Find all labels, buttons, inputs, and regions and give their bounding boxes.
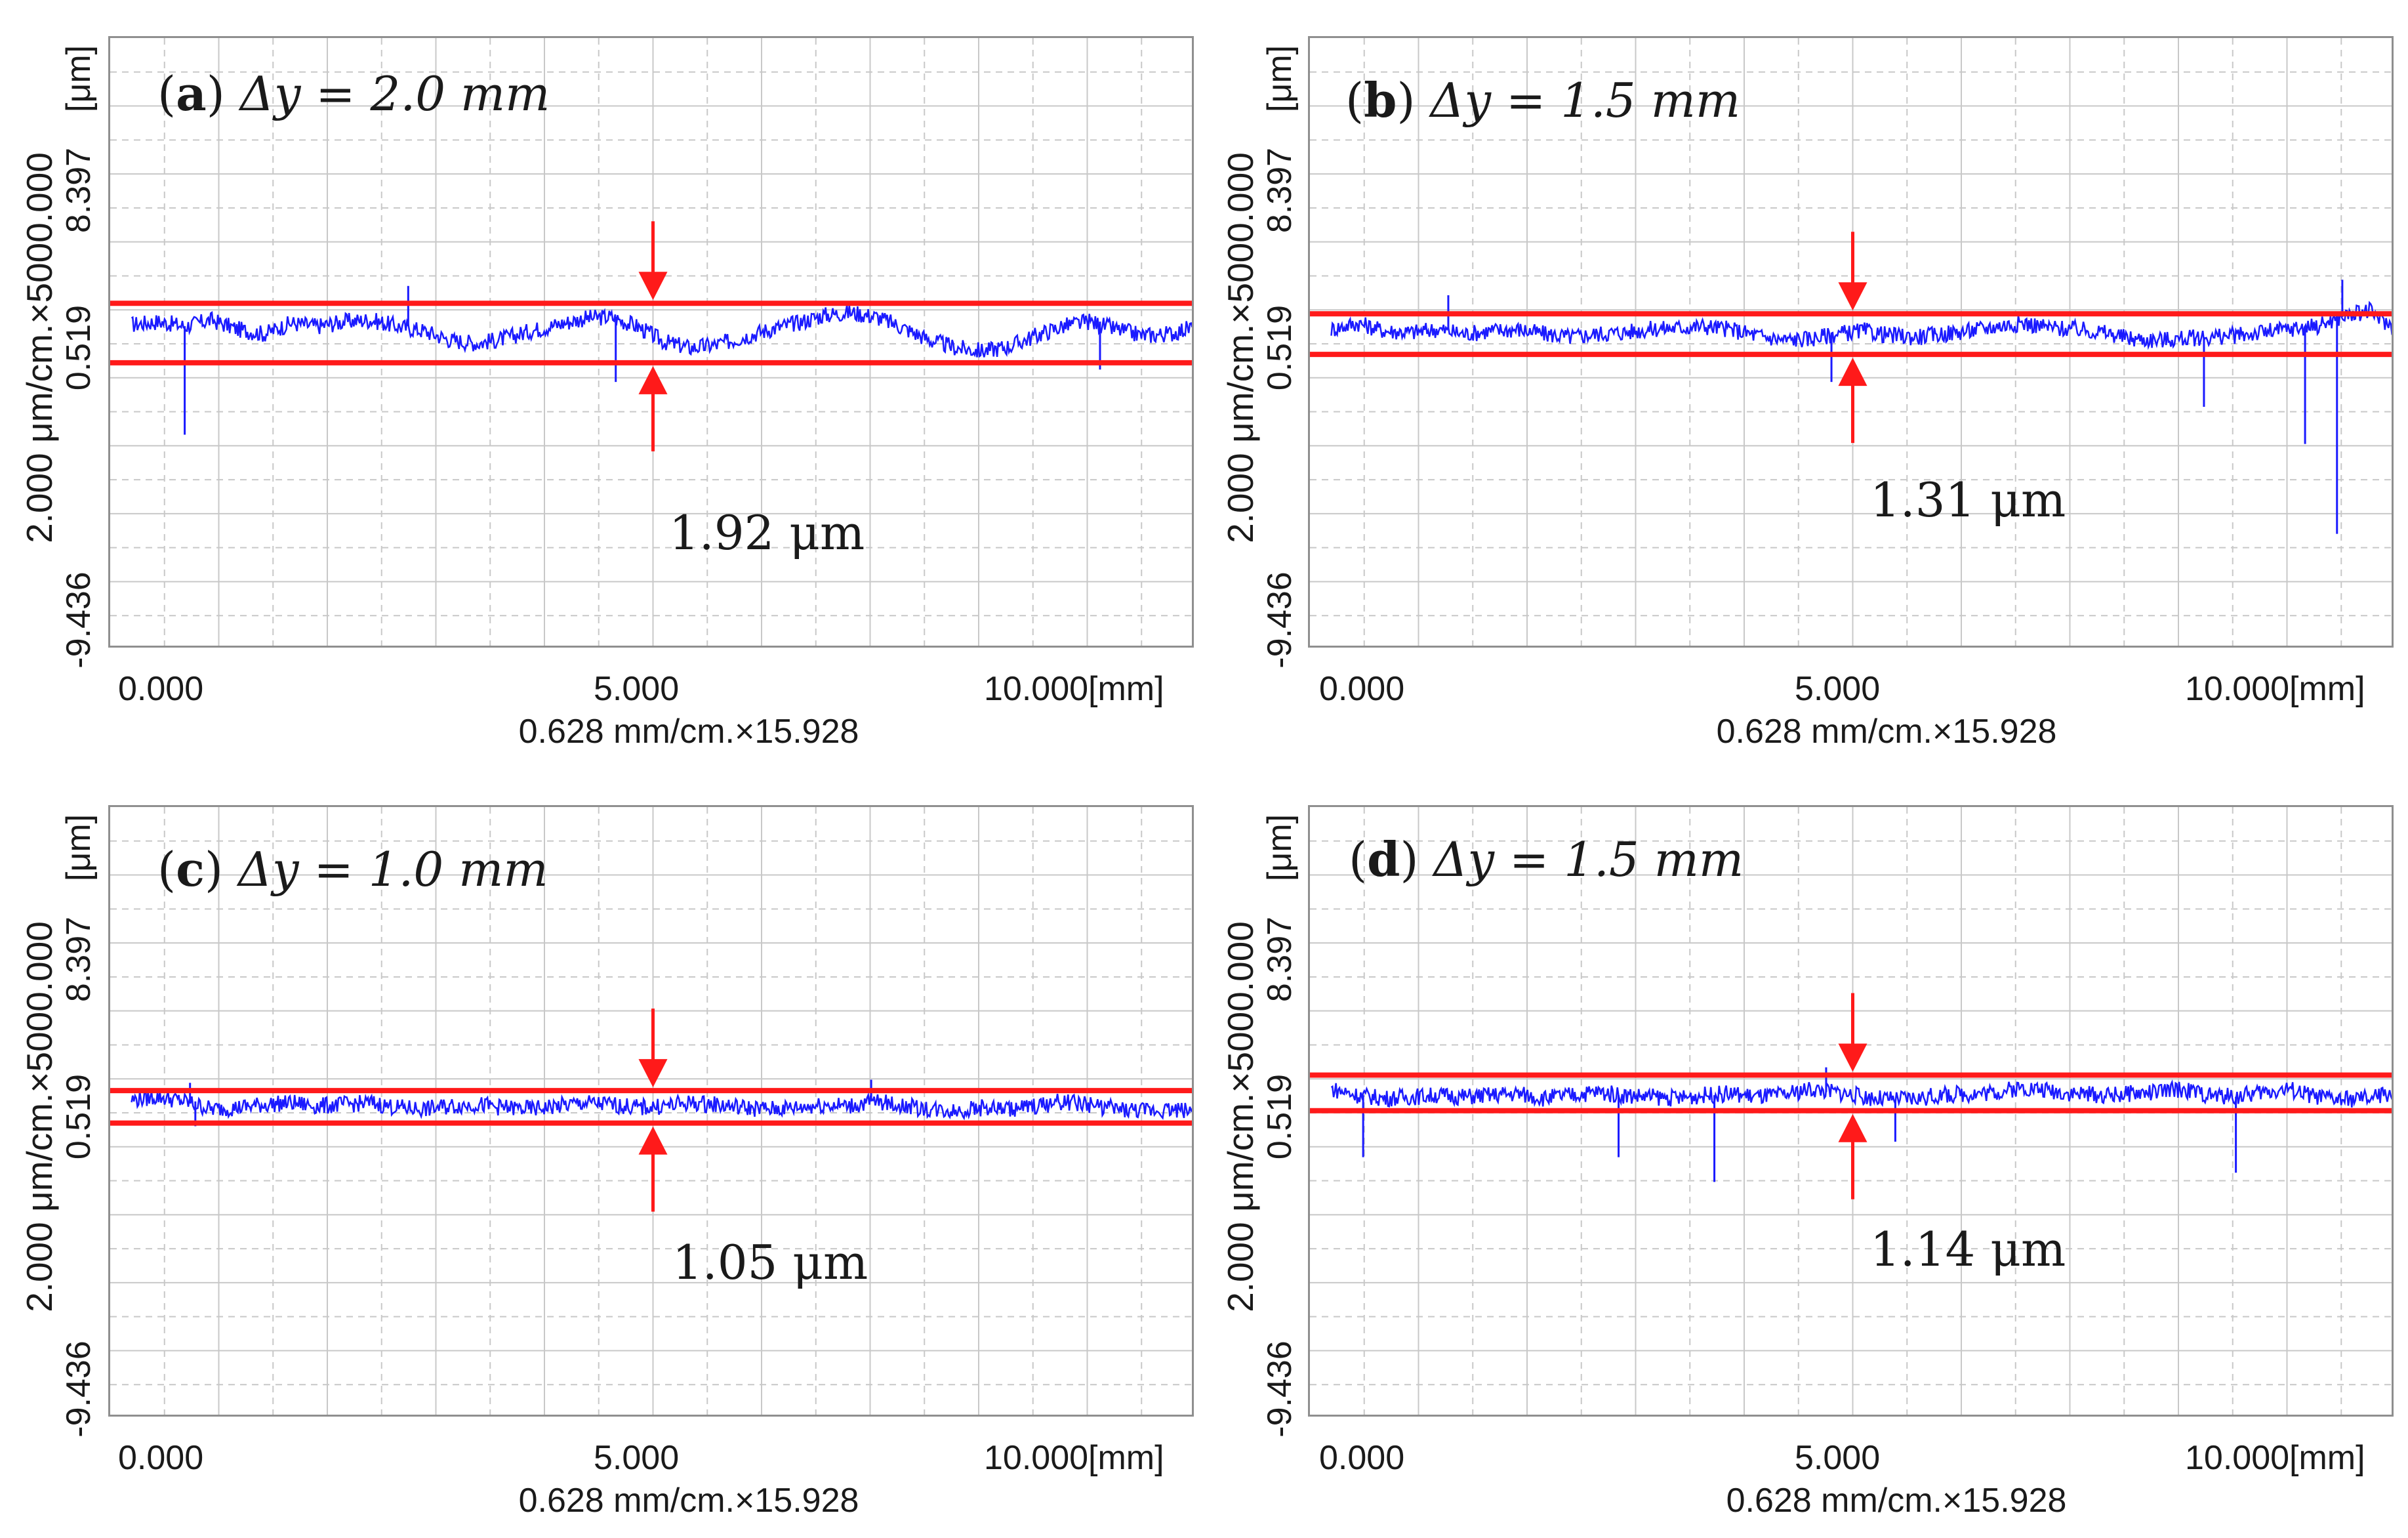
y-axis-label: 2.000 μm/cm.×5000.000 bbox=[1220, 921, 1261, 1312]
panel-delta: Δy = 1.5 mm bbox=[1430, 73, 1741, 128]
x-tick-10: 10.000[mm] bbox=[984, 1439, 1164, 1477]
panel-delta: Δy = 1.5 mm bbox=[1433, 832, 1744, 887]
x-tick-10: 10.000[mm] bbox=[2185, 670, 2365, 708]
grid bbox=[1310, 38, 2392, 646]
panel-delta: Δy = 2.0 mm bbox=[239, 66, 550, 121]
y-tick-top: 8.397 bbox=[1261, 147, 1299, 234]
x-tick-5: 5.000 bbox=[594, 1439, 680, 1477]
y-tick-bottom: -9.436 bbox=[1261, 1341, 1299, 1438]
panel-label: (c) Δy = 1.0 mm bbox=[157, 841, 548, 897]
chart-svg bbox=[1310, 807, 2392, 1415]
chart-svg bbox=[110, 38, 1192, 646]
panel-label: (b) Δy = 1.5 mm bbox=[1345, 72, 1741, 128]
y-unit: [μm] bbox=[1261, 45, 1299, 113]
x-tick-0: 0.000 bbox=[118, 670, 204, 708]
y-tick-top: 8.397 bbox=[60, 147, 98, 234]
arrow-up-head bbox=[1838, 1113, 1867, 1142]
panel-label: (d) Δy = 1.5 mm bbox=[1349, 831, 1744, 887]
panel-letter: a bbox=[176, 66, 207, 121]
plot-area bbox=[108, 36, 1194, 648]
chart-svg bbox=[1310, 38, 2392, 646]
y-unit: [μm] bbox=[1261, 814, 1299, 882]
y-tick-mid: 0.519 bbox=[1261, 304, 1299, 391]
profile-line bbox=[1330, 301, 2392, 350]
x-axis-label: 0.628 mm/cm.×15.928 bbox=[518, 713, 859, 751]
y-axis-label: 2.000 μm/cm.×5000.000 bbox=[1220, 152, 1261, 543]
chart-svg bbox=[110, 807, 1192, 1415]
y-unit: [μm] bbox=[60, 814, 98, 882]
x-tick-5: 5.000 bbox=[1795, 670, 1881, 708]
y-tick-bottom: -9.436 bbox=[1261, 572, 1299, 669]
measurement-label: 1.05 μm bbox=[672, 1235, 868, 1290]
y-tick-mid: 0.519 bbox=[60, 304, 98, 391]
x-tick-0: 0.000 bbox=[118, 1439, 204, 1477]
measurement-label: 1.14 μm bbox=[1870, 1222, 2066, 1277]
x-axis-label: 0.628 mm/cm.×15.928 bbox=[1716, 713, 2057, 751]
x-tick-5: 5.000 bbox=[1795, 1439, 1881, 1477]
grid bbox=[110, 807, 1192, 1415]
panel-a: (a) Δy = 2.0 mm 1.92 μm 2.000 μm/cm.×500… bbox=[0, 0, 1204, 768]
arrow-down-head bbox=[1838, 1043, 1867, 1072]
plot-area bbox=[1308, 36, 2394, 648]
y-tick-bottom: -9.436 bbox=[60, 572, 98, 669]
x-tick-0: 0.000 bbox=[1319, 1439, 1405, 1477]
x-tick-0: 0.000 bbox=[1319, 670, 1405, 708]
profile-line bbox=[131, 304, 1192, 358]
arrow-up-head bbox=[638, 1126, 668, 1155]
grid bbox=[110, 38, 1192, 646]
panel-letter: d bbox=[1367, 831, 1400, 887]
profile-line bbox=[131, 1088, 1192, 1121]
y-tick-bottom: -9.436 bbox=[60, 1341, 98, 1438]
panel-c: (c) Δy = 1.0 mm 1.05 μm 2.000 μm/cm.×500… bbox=[0, 769, 1204, 1537]
measurement-label: 1.92 μm bbox=[669, 505, 865, 560]
x-axis-label: 0.628 mm/cm.×15.928 bbox=[518, 1482, 859, 1520]
y-axis-label: 2.000 μm/cm.×5000.000 bbox=[19, 152, 60, 543]
x-axis-label: 0.628 mm/cm.×15.928 bbox=[1726, 1482, 2067, 1520]
panel-delta: Δy = 1.0 mm bbox=[237, 842, 548, 897]
y-axis-label: 2.000 μm/cm.×5000.000 bbox=[19, 921, 60, 1312]
arrow-down-head bbox=[638, 1059, 668, 1088]
panel-b: (b) Δy = 1.5 mm 1.31 μm 2.000 μm/cm.×500… bbox=[1204, 0, 2408, 768]
x-tick-5: 5.000 bbox=[594, 670, 680, 708]
arrow-up-head bbox=[1838, 358, 1867, 386]
grid bbox=[1310, 807, 2392, 1415]
plot-area bbox=[108, 805, 1194, 1417]
y-tick-top: 8.397 bbox=[1261, 916, 1299, 1003]
arrow-down-head bbox=[638, 272, 668, 301]
panel-letter: c bbox=[176, 841, 205, 897]
panel-label: (a) Δy = 2.0 mm bbox=[157, 66, 550, 121]
panel-d: (d) Δy = 1.5 mm 1.14 μm 2.000 μm/cm.×500… bbox=[1204, 769, 2408, 1537]
x-tick-10: 10.000[mm] bbox=[984, 670, 1164, 708]
y-tick-top: 8.397 bbox=[60, 916, 98, 1003]
panel-letter: b bbox=[1364, 72, 1397, 128]
plot-area bbox=[1308, 805, 2394, 1417]
y-tick-mid: 0.519 bbox=[60, 1073, 98, 1160]
y-tick-mid: 0.519 bbox=[1261, 1073, 1299, 1160]
y-unit: [μm] bbox=[60, 45, 98, 113]
profile-line bbox=[1330, 1079, 2392, 1108]
arrow-down-head bbox=[1838, 282, 1867, 311]
measurement-label: 1.31 μm bbox=[1870, 472, 2066, 528]
x-tick-10: 10.000[mm] bbox=[2185, 1439, 2365, 1477]
arrow-up-head bbox=[638, 365, 668, 394]
